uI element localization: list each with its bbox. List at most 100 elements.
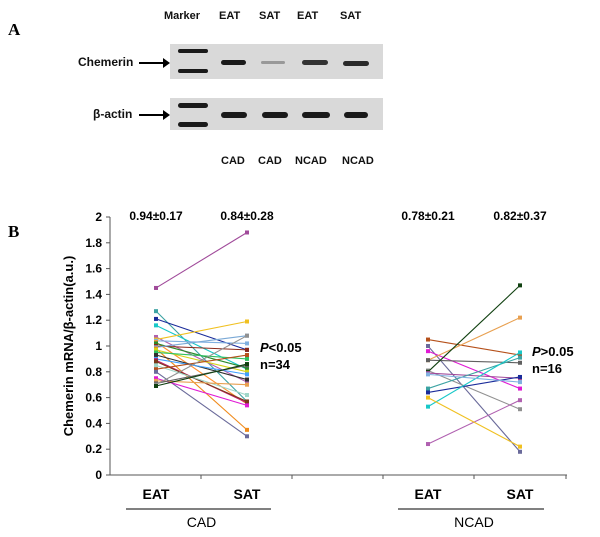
lane-label-4: SAT: [340, 10, 362, 22]
y-tick-label: 0.6: [85, 391, 102, 405]
data-point: [518, 407, 522, 412]
mean-label: 0.78±0.21: [401, 209, 455, 223]
pair-line: [427, 317, 521, 361]
panel-b-label: B: [8, 222, 20, 241]
arrow-icon: [139, 62, 167, 64]
y-tick-label: 0.4: [85, 416, 102, 430]
group-label: NCAD: [454, 514, 494, 530]
group-label-4: NCAD: [342, 155, 374, 167]
data-point: [518, 355, 522, 360]
data-point: [426, 337, 430, 342]
data-point: [245, 377, 249, 382]
data-point: [245, 399, 249, 404]
data-point: [154, 334, 158, 339]
data-point: [518, 398, 522, 403]
pair-line: [155, 363, 248, 387]
n-label: n=16: [532, 361, 562, 376]
x-category-label: SAT: [507, 486, 534, 502]
pair-line: [155, 336, 248, 383]
group-label-1: CAD: [221, 155, 245, 167]
data-point: [245, 393, 249, 398]
data-point: [426, 390, 430, 395]
pair-line: [427, 376, 521, 393]
data-point: [154, 309, 158, 314]
data-point: [154, 341, 158, 346]
pair-line: [427, 397, 521, 448]
pair-line: [155, 310, 248, 402]
data-point: [518, 444, 522, 449]
data-point: [245, 356, 249, 361]
pair-line: [155, 380, 248, 386]
data-point: [154, 353, 158, 358]
data-point: [426, 386, 430, 391]
data-point: [518, 315, 522, 320]
data-point: [245, 369, 249, 374]
row-label-beta-actin: β-actin: [93, 107, 133, 121]
arrowhead-icon: [163, 58, 170, 68]
gel-chemerin: [170, 44, 383, 79]
lane-label-1: EAT: [219, 10, 241, 22]
data-point: [245, 319, 249, 324]
pair-line: [155, 364, 248, 396]
data-point: [518, 449, 522, 454]
pair-line: [155, 364, 248, 384]
data-point: [245, 403, 249, 408]
data-point: [245, 333, 249, 338]
group-label-2: CAD: [258, 155, 282, 167]
pair-line: [155, 358, 248, 375]
y-tick-label: 1: [95, 339, 102, 353]
pair-line: [155, 354, 248, 381]
y-tick-label: 0: [95, 468, 102, 482]
pair-line: [155, 348, 248, 431]
y-axis-label: Chemerin mRNA/β-actin(a.u.): [61, 256, 76, 437]
p-value-label: P>0.05: [532, 344, 574, 359]
pair-line: [427, 373, 521, 383]
data-point: [245, 365, 249, 370]
x-category-label: SAT: [234, 486, 261, 502]
data-point: [245, 362, 249, 367]
group-label: CAD: [187, 514, 217, 530]
data-point: [154, 369, 158, 374]
pair-line: [427, 350, 521, 390]
data-point: [426, 395, 430, 400]
pair-line: [155, 320, 248, 341]
pair-line: [427, 345, 521, 453]
data-point: [154, 363, 158, 368]
group-label-3: NCAD: [295, 155, 327, 167]
data-point: [518, 386, 522, 391]
y-tick-label: 1.2: [85, 313, 102, 327]
data-point: [154, 378, 158, 383]
data-point: [245, 347, 249, 352]
y-tick-label: 0.8: [85, 365, 102, 379]
data-point: [245, 380, 249, 385]
y-tick-label: 1.8: [85, 236, 102, 250]
p-value-label: P<0.05: [260, 340, 302, 355]
data-point: [154, 347, 158, 352]
lane-label-2: SAT: [259, 10, 281, 22]
pair-line: [155, 341, 248, 405]
data-point: [518, 380, 522, 385]
data-point: [518, 374, 522, 379]
data-point: [245, 230, 249, 235]
data-point: [154, 323, 158, 328]
data-point: [154, 383, 158, 388]
data-point: [154, 359, 158, 364]
mean-label: 0.94±0.17: [129, 209, 183, 223]
pair-line: [427, 357, 521, 390]
data-point: [154, 316, 158, 321]
y-tick-label: 0.2: [85, 442, 102, 456]
pair-line: [155, 324, 248, 370]
y-tick-label: 2: [95, 210, 102, 224]
panel-a-label: A: [8, 20, 21, 39]
data-point: [518, 360, 522, 365]
pair-line: [427, 372, 521, 379]
data-point: [154, 367, 158, 372]
pair-line: [155, 351, 248, 360]
pair-line: [155, 345, 248, 351]
data-point: [426, 358, 430, 363]
data-point: [154, 350, 158, 355]
pair-line: [155, 318, 248, 351]
pair-line: [155, 335, 248, 348]
